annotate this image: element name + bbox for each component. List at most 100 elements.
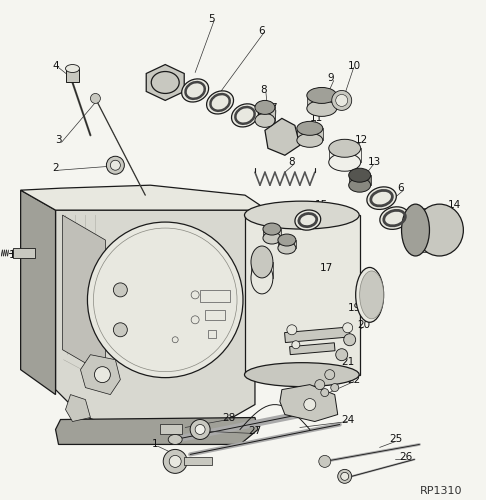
Bar	[184, 458, 212, 466]
Bar	[13, 248, 35, 258]
Bar	[208, 330, 216, 338]
Ellipse shape	[263, 232, 281, 244]
Bar	[290, 343, 335, 354]
Circle shape	[331, 384, 339, 392]
Circle shape	[336, 94, 347, 106]
Text: 25: 25	[390, 434, 403, 444]
Text: 15: 15	[315, 200, 328, 210]
Ellipse shape	[255, 114, 275, 128]
Circle shape	[338, 470, 352, 484]
Circle shape	[321, 388, 329, 396]
Ellipse shape	[360, 271, 383, 319]
Ellipse shape	[329, 154, 361, 171]
Circle shape	[94, 366, 110, 382]
Text: 10: 10	[347, 60, 361, 70]
Circle shape	[336, 348, 347, 360]
Ellipse shape	[66, 64, 80, 72]
Circle shape	[113, 283, 127, 297]
Circle shape	[319, 456, 331, 468]
Bar	[307, 96, 337, 108]
Ellipse shape	[401, 204, 430, 256]
Ellipse shape	[295, 210, 321, 230]
Bar	[245, 215, 360, 374]
Text: RP1310: RP1310	[419, 486, 462, 496]
Text: 6: 6	[398, 183, 404, 193]
Ellipse shape	[231, 104, 259, 127]
Circle shape	[90, 94, 101, 104]
Text: 5: 5	[208, 14, 215, 24]
Ellipse shape	[367, 187, 396, 210]
Circle shape	[344, 334, 356, 345]
Text: 23: 23	[318, 400, 331, 409]
Text: 13: 13	[367, 158, 381, 168]
Polygon shape	[81, 354, 121, 395]
Text: 14: 14	[448, 200, 461, 210]
Bar	[205, 310, 225, 320]
Text: 1: 1	[152, 440, 159, 450]
Text: 22: 22	[347, 374, 361, 384]
Polygon shape	[280, 384, 338, 422]
Bar	[66, 68, 80, 82]
Text: 27: 27	[248, 426, 261, 436]
Polygon shape	[265, 118, 300, 156]
Circle shape	[113, 323, 127, 337]
Text: 9: 9	[328, 74, 334, 84]
Circle shape	[195, 424, 205, 434]
Circle shape	[110, 160, 121, 170]
Circle shape	[343, 323, 353, 333]
Text: 17: 17	[320, 263, 333, 273]
Circle shape	[169, 456, 181, 468]
Polygon shape	[63, 215, 105, 374]
Text: 21: 21	[342, 356, 355, 366]
Ellipse shape	[151, 72, 179, 94]
Bar	[297, 128, 323, 140]
Ellipse shape	[182, 79, 208, 102]
Circle shape	[106, 156, 124, 174]
Ellipse shape	[329, 140, 361, 158]
Ellipse shape	[297, 122, 323, 136]
Ellipse shape	[380, 207, 409, 230]
Polygon shape	[20, 185, 260, 210]
Circle shape	[190, 420, 210, 440]
Ellipse shape	[307, 100, 337, 116]
Ellipse shape	[348, 178, 371, 192]
Ellipse shape	[297, 134, 323, 147]
Circle shape	[315, 380, 325, 390]
Ellipse shape	[244, 201, 359, 229]
Circle shape	[163, 450, 187, 473]
Ellipse shape	[251, 262, 273, 294]
Bar	[348, 175, 371, 185]
Bar	[263, 229, 281, 238]
Circle shape	[287, 325, 297, 335]
Text: 28: 28	[222, 412, 235, 422]
Ellipse shape	[278, 242, 296, 254]
Ellipse shape	[263, 223, 281, 235]
Bar	[200, 290, 230, 302]
Ellipse shape	[244, 362, 359, 386]
Text: 24: 24	[342, 414, 355, 424]
Bar	[255, 108, 275, 120]
Ellipse shape	[255, 100, 275, 114]
Text: 19: 19	[347, 303, 361, 313]
Text: 6: 6	[258, 26, 264, 36]
Bar	[329, 148, 361, 162]
Text: 7: 7	[270, 104, 277, 114]
Text: 20: 20	[358, 320, 371, 330]
Circle shape	[304, 398, 316, 410]
Ellipse shape	[278, 234, 296, 246]
Text: 4: 4	[52, 60, 59, 70]
Circle shape	[341, 472, 348, 480]
Ellipse shape	[251, 246, 273, 278]
Ellipse shape	[348, 168, 371, 182]
Circle shape	[87, 222, 243, 378]
Text: 3: 3	[55, 136, 62, 145]
Polygon shape	[66, 394, 90, 421]
Text: 11: 11	[310, 114, 323, 124]
Ellipse shape	[416, 204, 463, 256]
Text: 8: 8	[260, 86, 267, 96]
Polygon shape	[146, 64, 184, 100]
Polygon shape	[55, 418, 258, 444]
Text: 18: 18	[258, 253, 271, 263]
Circle shape	[325, 370, 335, 380]
Ellipse shape	[168, 434, 182, 444]
